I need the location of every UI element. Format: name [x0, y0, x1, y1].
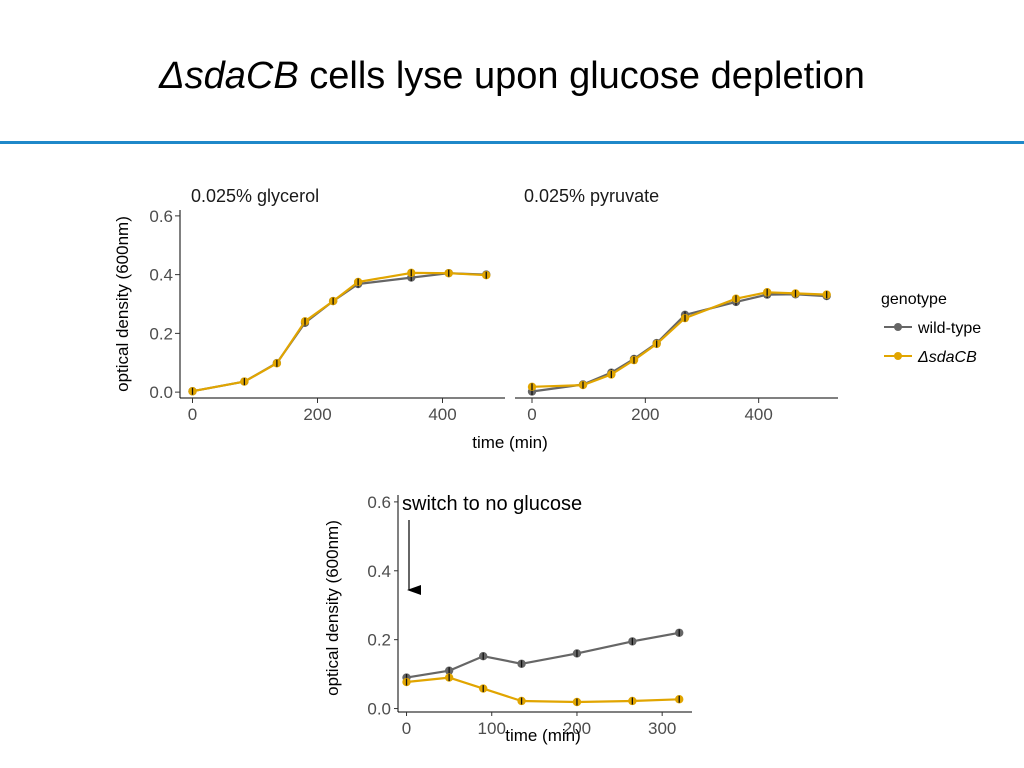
p2-y-tick-label: 0.2 — [367, 631, 391, 650]
p0-x-tick-label: 0 — [188, 405, 197, 424]
p1-series-wild-type-line — [531, 293, 827, 393]
p0-x-tick-label: 200 — [303, 405, 331, 424]
p1-x-tick-label: 0 — [527, 405, 536, 424]
p2-x-tick-label: 300 — [648, 719, 676, 738]
p1-x-tick-label: 400 — [744, 405, 772, 424]
x-axis-title-top: time (min) — [472, 433, 548, 452]
p2-x-tick-label: 200 — [563, 719, 591, 738]
panel-glycerol: 0.025% glycerol 0 200 400 0.0 0.2 0.4 0.6 — [149, 186, 505, 424]
p2-x-tick-label: 100 — [478, 719, 506, 738]
facet-label-pyruvate: 0.025% pyruvate — [524, 186, 659, 206]
p2-y-tick-label: 0.6 — [367, 493, 391, 512]
legend-title: genotype — [881, 291, 947, 308]
panel-pyruvate: 0.025% pyruvate 0 200 400 — [515, 186, 838, 424]
legend-label-wild-type: wild-type — [917, 320, 981, 337]
slide-title-italic: ΔsdaCB — [159, 55, 299, 97]
p2-y-tick-label: 0.4 — [367, 562, 391, 581]
plot-area-glycerol: 0 200 400 0.0 0.2 0.4 0.6 — [149, 207, 505, 424]
legend-label-sdacb: ΔsdaCB — [917, 349, 977, 366]
p0-y-tick-label: 0.6 — [149, 207, 173, 226]
p0-series-wild-type-line — [192, 272, 487, 393]
panel-switch: 0 100 200 300 0.0 0.2 0.4 0.6 optical density (… — [323, 493, 692, 745]
y-axis-title-top: optical density (600nm) — [113, 216, 132, 392]
facet-label-glycerol: 0.025% glycerol — [191, 186, 319, 206]
p1-x-tick-label: 200 — [631, 405, 659, 424]
plot-area-pyruvate: 0 200 400 — [515, 288, 838, 424]
legend: genotype wild-type ΔsdaCB — [881, 291, 981, 366]
y-axis-title-bottom: optical density (600nm) — [323, 520, 342, 696]
title-rule — [0, 141, 1024, 144]
p0-y-tick-label: 0.0 — [149, 383, 173, 402]
p2-y-tick-label: 0.0 — [367, 700, 391, 719]
annotation-switch-text: switch to no glucose — [402, 493, 582, 515]
slide-title-rest: cells lyse upon glucose depletion — [298, 55, 865, 97]
p0-y-tick-label: 0.2 — [149, 324, 173, 343]
plot-area-switch: 0 100 200 300 0.0 0.2 0.4 0.6 — [367, 493, 692, 738]
legend-marker-sdacb — [894, 352, 902, 360]
legend-marker-wild-type — [894, 323, 902, 331]
p1-series-sdacb-line — [531, 291, 827, 388]
p0-y-tick-label: 0.4 — [149, 266, 173, 285]
p0-series-sdacb-line — [192, 271, 487, 393]
p2-x-tick-label: 0 — [402, 719, 411, 738]
p0-x-tick-label: 400 — [428, 405, 456, 424]
x-axis-title-bottom: time (min) — [505, 726, 581, 745]
slide-title: ΔsdaCB cells lyse upon glucose depletion — [0, 52, 1024, 100]
